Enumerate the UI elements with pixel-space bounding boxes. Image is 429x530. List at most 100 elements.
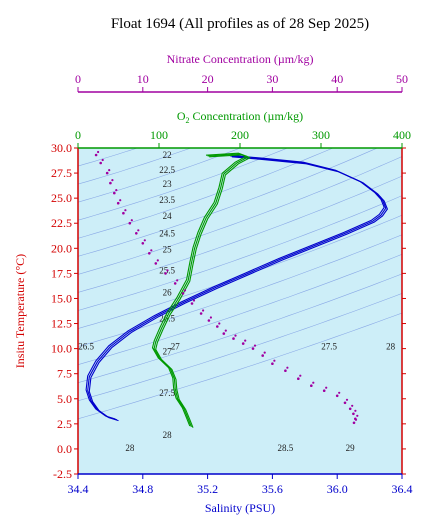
nitrate-point-22 [251,347,255,350]
y-tick-label-10: 22.5 [51,216,72,230]
nitrate-point-15 [190,302,194,305]
nitrate-point-21 [241,342,245,345]
nitrate-axis: 0 10 20 30 40 50 [75,72,408,93]
nitrate-point-20 [232,337,235,340]
nitrate-point-b-27 [312,381,315,384]
x-tick-label-2: 35.2 [197,482,218,496]
oxygen-label-rest: Concentration (µm/kg) [190,109,304,123]
nitrate-point-b-13 [176,279,179,282]
axis-nitrate-tick-label-3: 30 [266,72,278,86]
density-contour-6 [78,148,289,221]
nitrate-point-19 [222,332,226,335]
nitrate-point-b-20 [234,334,237,337]
x-tick-label-1: 34.8 [132,482,153,496]
nitrate-point-12 [164,272,167,275]
density-label-18: 27 [171,342,181,352]
nitrate-point-b-9 [143,239,146,242]
x-tick-label-5: 36.4 [392,482,413,496]
nitrate-point-b-32 [354,409,357,412]
x-tick-label-4: 36.0 [327,482,348,496]
density-contour-9 [78,156,402,275]
density-contour-14 [78,254,402,365]
density-label-15: 29 [346,443,356,453]
density-label-4: 24 [163,211,173,221]
density-label-1: 22.5 [159,165,175,175]
chart-title: Float 1694 (All profiles as of 28 Sep 20… [111,16,369,32]
nitrate-point-b-1 [101,158,104,162]
nitrate-point-b-19 [224,329,227,332]
density-label-6: 25 [163,244,173,254]
y-tick-label-0: -2.5 [53,467,72,481]
nitrate-point-b-7 [130,219,133,222]
y-tick-label-4: 7.5 [57,367,72,381]
y-tick-label-2: 2.5 [57,417,72,431]
nitrate-point-b-25 [286,366,289,369]
axis-o2-tick-label-2: 200 [231,128,249,142]
density-label-19: 26.5 [78,342,94,352]
density-contour-8 [78,148,378,257]
nitrate-axis-label: Nitrate Concentration (µm/kg) [167,52,314,66]
nitrate-point-b-21 [244,339,247,342]
nitrate-point-11 [154,262,158,265]
density-label-9: 26.5 [159,314,175,324]
nitrate-point-b-28 [325,386,328,389]
density-label-14: 28.5 [277,443,293,453]
density-label-12: 28 [163,430,173,440]
nitrate-point-31 [348,407,352,411]
nitrate-point-30 [343,401,347,405]
density-label-17: 28 [386,342,396,352]
nitrate-point-b-33 [356,414,359,417]
nitrate-point-6 [122,211,125,215]
density-label-10: 27 [163,347,173,357]
nitrate-point-32 [352,412,355,416]
nitrate-point-b-12 [166,269,169,272]
nitrate-point-16 [199,312,203,315]
axis-o2-tick-label-4: 400 [393,128,411,142]
nitrate-point-23 [261,354,265,357]
nitrate-point-b-4 [115,189,118,192]
axis-o2-tick-label-0: 0 [75,128,81,142]
nitrate-point-3 [109,181,112,185]
series-o2-line-0 [153,153,250,428]
series-o2-line-1 [151,152,248,427]
y-tick-label-13: 30.0 [51,141,72,155]
oxygen-axis-label: O2 Concentration (µm/kg) [177,109,303,125]
series-layer [85,150,389,428]
y-tick-label-1: 0.0 [57,442,72,456]
density-contour-7 [78,148,334,239]
nitrate-point-2 [105,171,109,175]
nitrate-point-b-23 [263,351,266,354]
density-contour-17 [78,312,402,420]
density-contour-10 [78,175,402,293]
density-contour-16 [78,293,402,402]
density-contour-15 [78,273,402,383]
y-tick-label-8: 17.5 [51,266,72,280]
y-tick-label-5: 10.0 [51,342,72,356]
nitrate-point-b-29 [338,391,341,394]
nitrate-point-13 [173,282,177,285]
density-label-11: 27.5 [159,388,175,398]
nitrate-point-b-0 [97,150,100,154]
x-axis-label: Salinity (PSU) [205,501,275,515]
density-label-8: 26 [163,287,173,297]
axis-o2-tick-label-3: 300 [312,128,330,142]
nitrate-point-27 [310,384,313,388]
density-contour-4 [78,148,192,185]
nitrate-point-b-22 [253,344,257,347]
nitrate-point-18 [216,325,219,328]
nitrate-point-34 [352,421,356,425]
plot-background [78,148,402,474]
y-tick-label-9: 20.0 [51,241,72,255]
density-label-2: 23 [163,179,173,189]
y-tick-label-11: 25.0 [51,191,72,205]
y-tick-label-12: 27.5 [51,166,72,180]
nitrate-point-1 [99,161,102,165]
nitrate-point-b-5 [119,199,122,202]
density-contour-3 [78,148,139,167]
nitrate-point-b-11 [156,259,159,262]
nitrate-point-25 [284,369,287,373]
nitrate-point-8 [135,232,138,235]
axis-nitrate-tick-label-2: 20 [202,72,214,86]
nitrate-point-b-2 [108,169,111,172]
nitrate-point-4 [113,191,116,195]
